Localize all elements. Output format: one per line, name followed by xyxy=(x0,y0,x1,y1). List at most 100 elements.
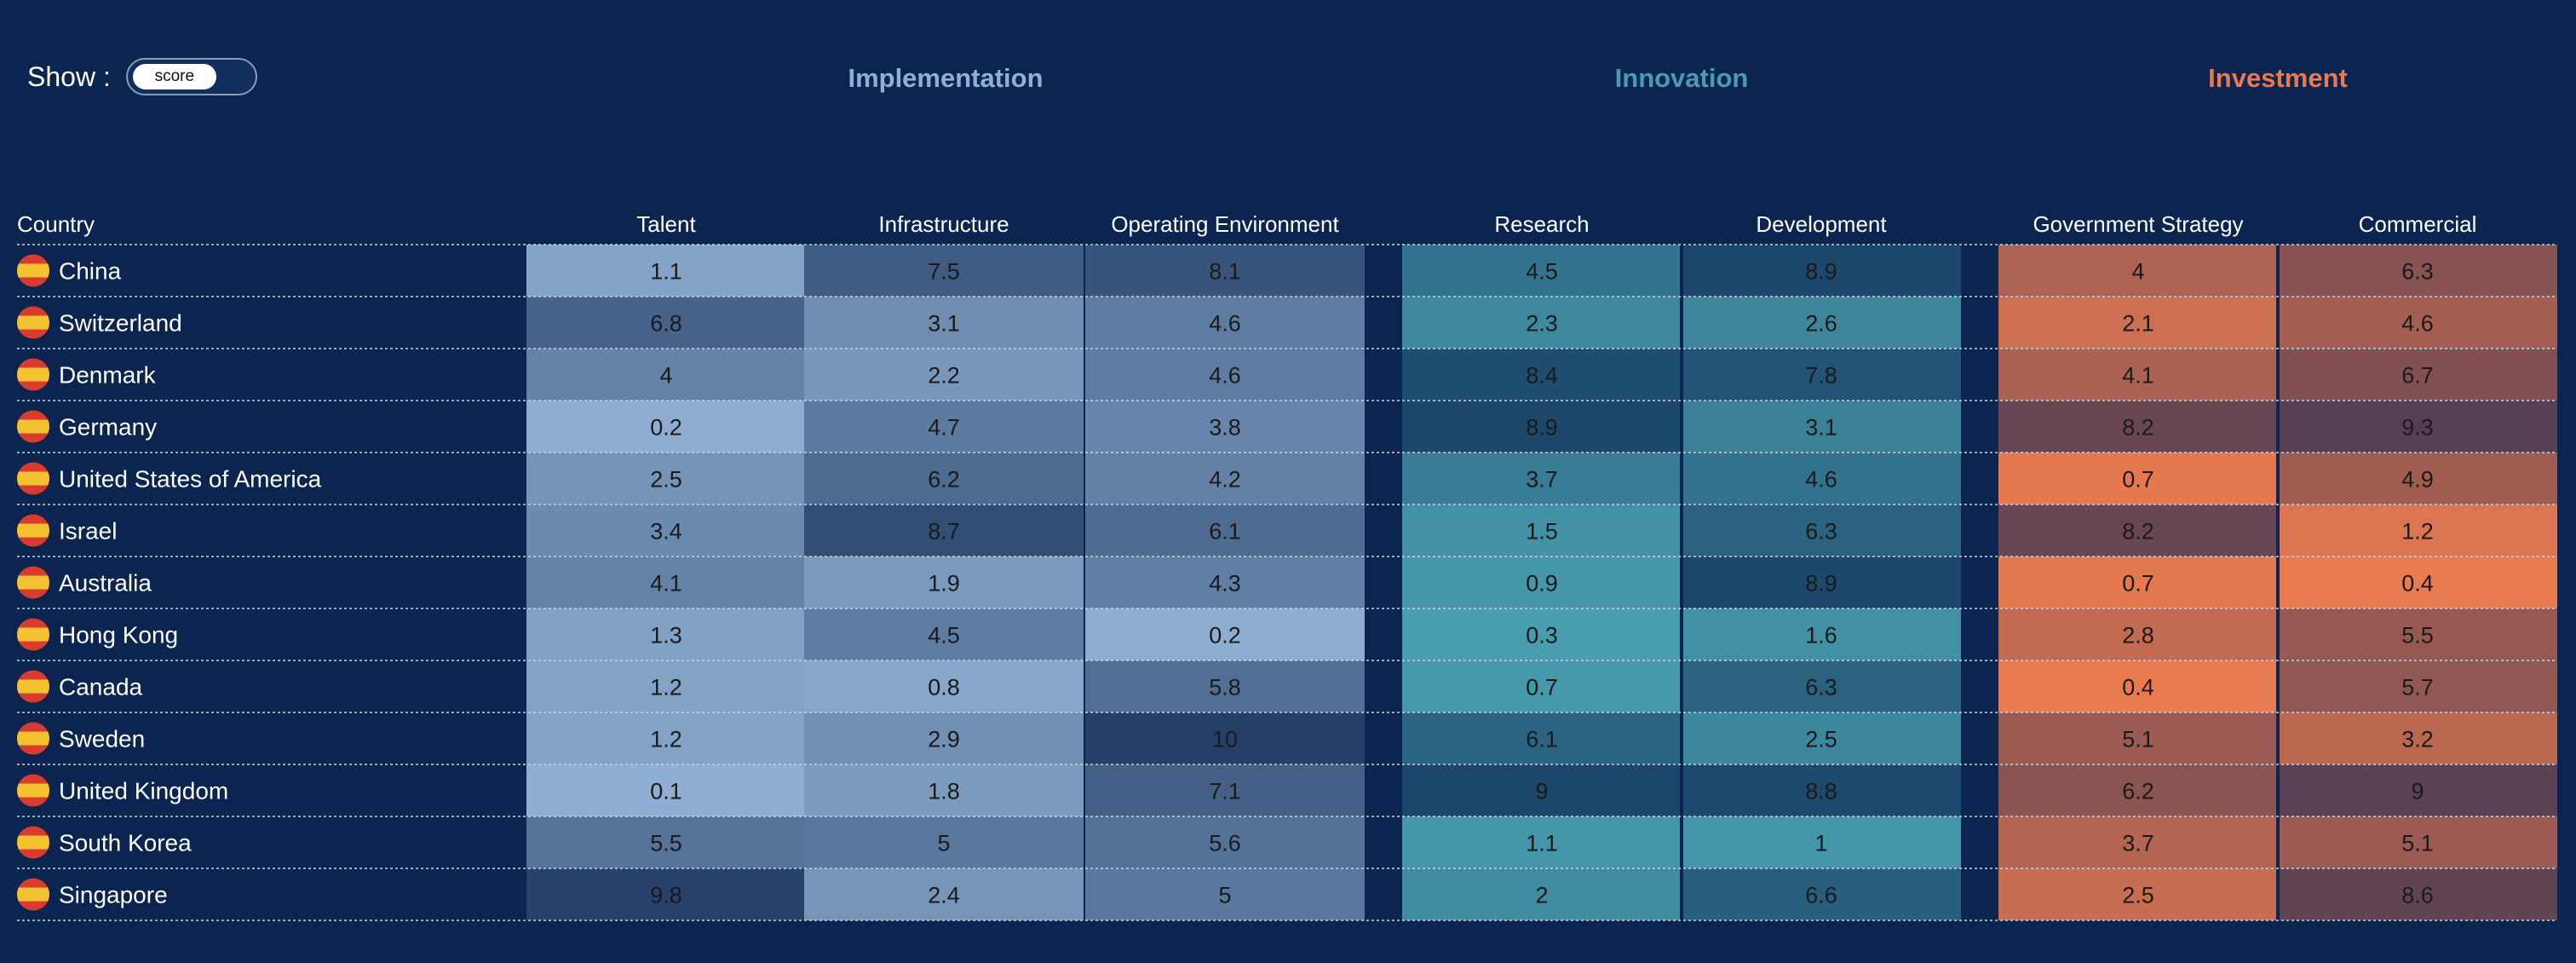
cell-value-label: 8.2 xyxy=(2122,415,2154,441)
cell-value-label: 0.4 xyxy=(2401,571,2434,597)
heatmap-cell xyxy=(1998,505,2278,556)
heatmap-cell xyxy=(804,816,1084,868)
heatmap-cell xyxy=(526,505,806,556)
heatmap-cell xyxy=(1682,401,1961,453)
heatmap-cell xyxy=(2278,453,2557,505)
heatmap-cell xyxy=(1682,764,1961,816)
cell-value-label: 6.3 xyxy=(1805,519,1837,545)
country-label: South Korea xyxy=(59,830,192,856)
heatmap-cell xyxy=(1402,297,1682,349)
heatmap-cell xyxy=(1998,816,2278,868)
cell-value-label: 2 xyxy=(1535,883,1548,908)
cell-value-label: 6.7 xyxy=(2401,363,2434,389)
column-header-infrastructure: Infrastructure xyxy=(878,211,1009,237)
heatmap-cell xyxy=(526,349,806,401)
flag-icon xyxy=(17,462,49,495)
heatmap-cell xyxy=(1085,245,1365,297)
group-title-investment: Investment xyxy=(2208,63,2348,93)
cell-value-label: 3.1 xyxy=(1805,415,1837,441)
heatmap-cell xyxy=(1682,245,1961,297)
metric-toggle[interactable]: score xyxy=(125,58,257,95)
heatmap-cell xyxy=(2278,556,2557,608)
show-label: Show : xyxy=(27,61,111,92)
heatmap-cell xyxy=(1682,349,1961,401)
heatmap-cell xyxy=(804,764,1084,816)
cell-value-label: 4.1 xyxy=(2122,363,2154,389)
cell-value-label: 1.1 xyxy=(1526,831,1558,856)
cell-value-label: 2.5 xyxy=(1805,727,1837,753)
heatmap-cell xyxy=(1402,505,1682,556)
heatmap-cell xyxy=(804,556,1084,608)
cell-value-label: 8.6 xyxy=(2401,883,2434,908)
cell-value-label: 3.2 xyxy=(2401,727,2434,753)
cell-value-label: 3.8 xyxy=(1209,415,1241,441)
cell-value-label: 0.3 xyxy=(1526,623,1558,649)
heatmap-cell xyxy=(2278,868,2557,920)
country-label: Denmark xyxy=(59,362,157,389)
heatmap-cell xyxy=(1402,764,1682,816)
country-label: Singapore xyxy=(59,882,168,908)
heatmap-cell xyxy=(1402,453,1682,505)
heatmap-cell xyxy=(1085,556,1365,608)
heatmap-cell xyxy=(526,608,806,660)
group-title-innovation: Innovation xyxy=(1614,63,1749,93)
cell-value-label: 5.8 xyxy=(1209,675,1241,701)
heatmap-cell xyxy=(1402,816,1682,868)
cell-value-label: 8.9 xyxy=(1805,259,1837,285)
cell-value-label: 5 xyxy=(937,831,950,856)
heatmap-cell xyxy=(526,556,806,608)
cell-value-label: 0.7 xyxy=(1526,675,1558,701)
heatmap-cell xyxy=(526,660,806,712)
heatmap-cell xyxy=(2278,712,2557,764)
heatmap-cell xyxy=(2278,245,2557,297)
country-label: United Kingdom xyxy=(59,778,228,804)
cell-value-label: 6.2 xyxy=(928,467,960,493)
heatmap-cell xyxy=(2278,608,2557,660)
country-label: United States of America xyxy=(59,466,322,493)
cell-value-label: 2.8 xyxy=(2122,623,2154,649)
heatmap-cell xyxy=(804,245,1084,297)
heatmap-cell xyxy=(1402,608,1682,660)
cell-value-label: 5 xyxy=(1218,883,1231,908)
heatmap-cell xyxy=(2278,816,2557,868)
heatmap-cell xyxy=(1682,608,1961,660)
country-label: Germany xyxy=(59,414,157,441)
heatmap-cell xyxy=(1085,401,1365,453)
heatmap-cell xyxy=(804,608,1084,660)
heatmap-cell xyxy=(1682,660,1961,712)
flag-icon xyxy=(17,254,49,287)
cell-value-label: 2.3 xyxy=(1526,311,1558,337)
heatmap-cell xyxy=(2278,297,2557,349)
heatmap-cell xyxy=(1682,556,1961,608)
heatmap-cell xyxy=(526,245,806,297)
heatmap-cell xyxy=(1998,868,2278,920)
cell-value-label: 0.8 xyxy=(928,675,960,701)
heatmap-cell xyxy=(1998,764,2278,816)
cell-value-label: 2.2 xyxy=(928,363,960,389)
country-label: China xyxy=(59,258,122,285)
flag-icon xyxy=(17,306,49,339)
cell-value-label: 7.1 xyxy=(1209,779,1241,804)
metric-toggle-value[interactable]: score xyxy=(132,64,216,89)
heatmap-cell xyxy=(1402,868,1682,920)
heatmap-cell xyxy=(1402,556,1682,608)
cell-value-label: 4.6 xyxy=(1209,311,1241,337)
flag-icon xyxy=(17,618,49,651)
cell-value-label: 9.8 xyxy=(650,883,682,908)
cell-value-label: 4.6 xyxy=(1209,363,1241,389)
heatmap-cell xyxy=(804,349,1084,401)
cell-value-label: 4.7 xyxy=(928,415,960,441)
group-title-implementation: Implementation xyxy=(848,63,1044,93)
heatmap-cell xyxy=(1682,712,1961,764)
heatmap-cell xyxy=(804,505,1084,556)
cell-value-label: 1.8 xyxy=(928,779,960,804)
heatmap-cell xyxy=(1085,349,1365,401)
cell-value-label: 0.7 xyxy=(2122,571,2154,597)
heatmap-cell xyxy=(804,868,1084,920)
heatmap-cell xyxy=(526,816,806,868)
column-header-commercial: Commercial xyxy=(2359,211,2477,237)
cell-value-label: 1.9 xyxy=(928,571,960,597)
heatmap-cell xyxy=(1998,349,2278,401)
heatmap-cell xyxy=(1085,816,1365,868)
